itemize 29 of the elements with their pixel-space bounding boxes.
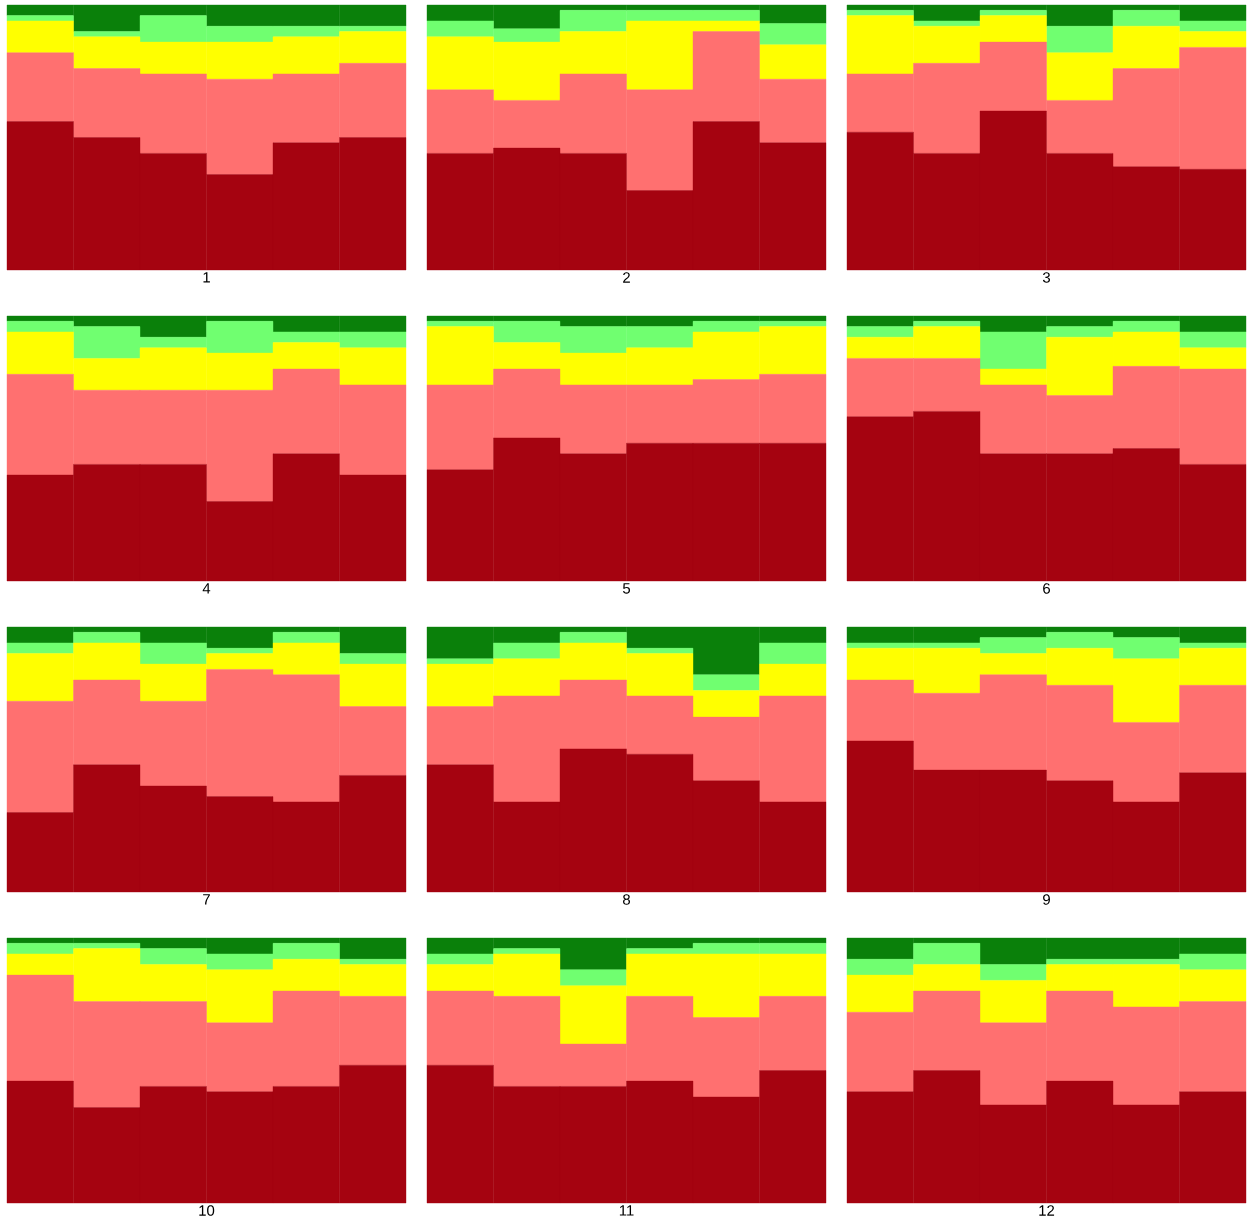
bar — [692, 674, 760, 691]
bar — [6, 642, 74, 654]
bar — [846, 326, 914, 338]
x-axis-title: 4 — [202, 583, 211, 594]
bar — [1046, 26, 1114, 53]
x-axis-title: 5 — [622, 583, 631, 594]
bar — [759, 642, 827, 665]
bar — [73, 632, 141, 644]
x-axis-title: 1 — [203, 272, 210, 283]
x-axis-title: 12 — [1039, 1205, 1055, 1216]
bar — [759, 44, 827, 80]
bar — [493, 642, 561, 660]
bar — [559, 632, 627, 644]
bar — [759, 23, 827, 45]
bar — [559, 969, 627, 986]
x-axis-title: 11 — [619, 1205, 634, 1216]
bar — [1179, 331, 1247, 348]
x-axis-title: 10 — [199, 1205, 215, 1216]
x-axis-title: 6 — [1043, 583, 1051, 594]
x-axis-title: 2 — [623, 272, 630, 283]
x-axis-title: 7 — [203, 894, 210, 905]
bar — [426, 953, 494, 965]
bar — [913, 20, 981, 27]
x-axis-title: 8 — [623, 894, 630, 905]
x-axis-title: 3 — [1042, 272, 1051, 283]
bar — [979, 964, 1047, 981]
bar — [272, 632, 340, 644]
bar — [339, 653, 407, 665]
x-axis-title: 9 — [1043, 894, 1050, 905]
